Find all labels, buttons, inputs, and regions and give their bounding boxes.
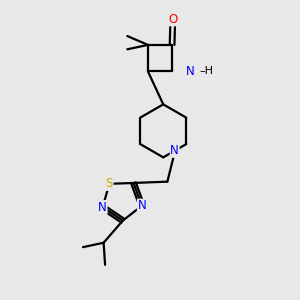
Text: S: S	[106, 177, 113, 190]
Text: –H: –H	[200, 66, 214, 76]
Text: N: N	[98, 201, 107, 214]
Text: N: N	[186, 65, 195, 78]
Text: O: O	[168, 13, 177, 26]
Text: N: N	[170, 144, 179, 157]
Text: N: N	[137, 199, 146, 212]
